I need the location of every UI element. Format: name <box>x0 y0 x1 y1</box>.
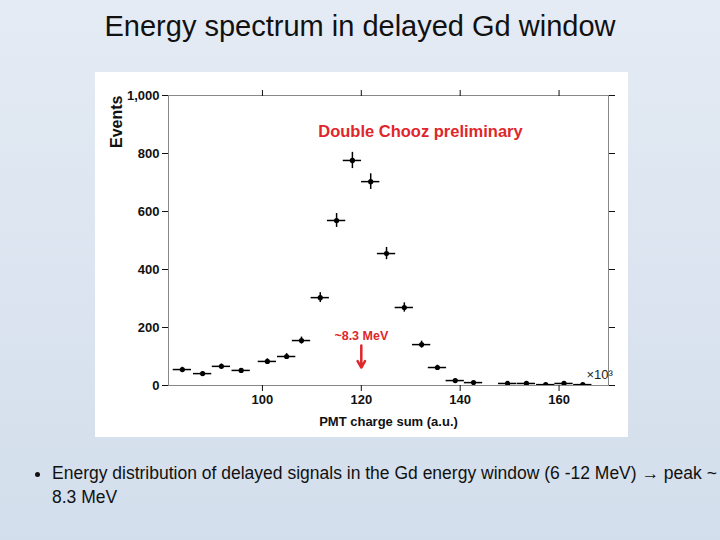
html-text:Energy spectrum in delayed Gd: Energy spectrum in delayed Gd window <box>104 10 616 42</box>
svg-text:Events: Events <box>108 95 125 148</box>
svg-text:1,000: 1,000 <box>127 88 160 103</box>
svg-text:400: 400 <box>138 262 160 277</box>
svg-text:160: 160 <box>548 392 570 407</box>
svg-text:600: 600 <box>138 204 160 219</box>
svg-text:100: 100 <box>252 392 274 407</box>
svg-text:0: 0 <box>152 378 159 393</box>
svg-text:800: 800 <box>138 146 160 161</box>
svg-text:~8.3 MeV: ~8.3 MeV <box>334 329 389 343</box>
svg-text:×10³: ×10³ <box>587 367 614 382</box>
html-text:Energy distribution of delayed: Energy distribution of delayed signals i… <box>52 463 717 507</box>
svg-text:140: 140 <box>449 392 471 407</box>
svg-text:120: 120 <box>350 392 372 407</box>
svg-text:PMT charge sum (a.u.): PMT charge sum (a.u.) <box>319 414 458 429</box>
svg-text:Double Chooz preliminary: Double Chooz preliminary <box>318 122 523 140</box>
svg-text:200: 200 <box>138 320 160 335</box>
